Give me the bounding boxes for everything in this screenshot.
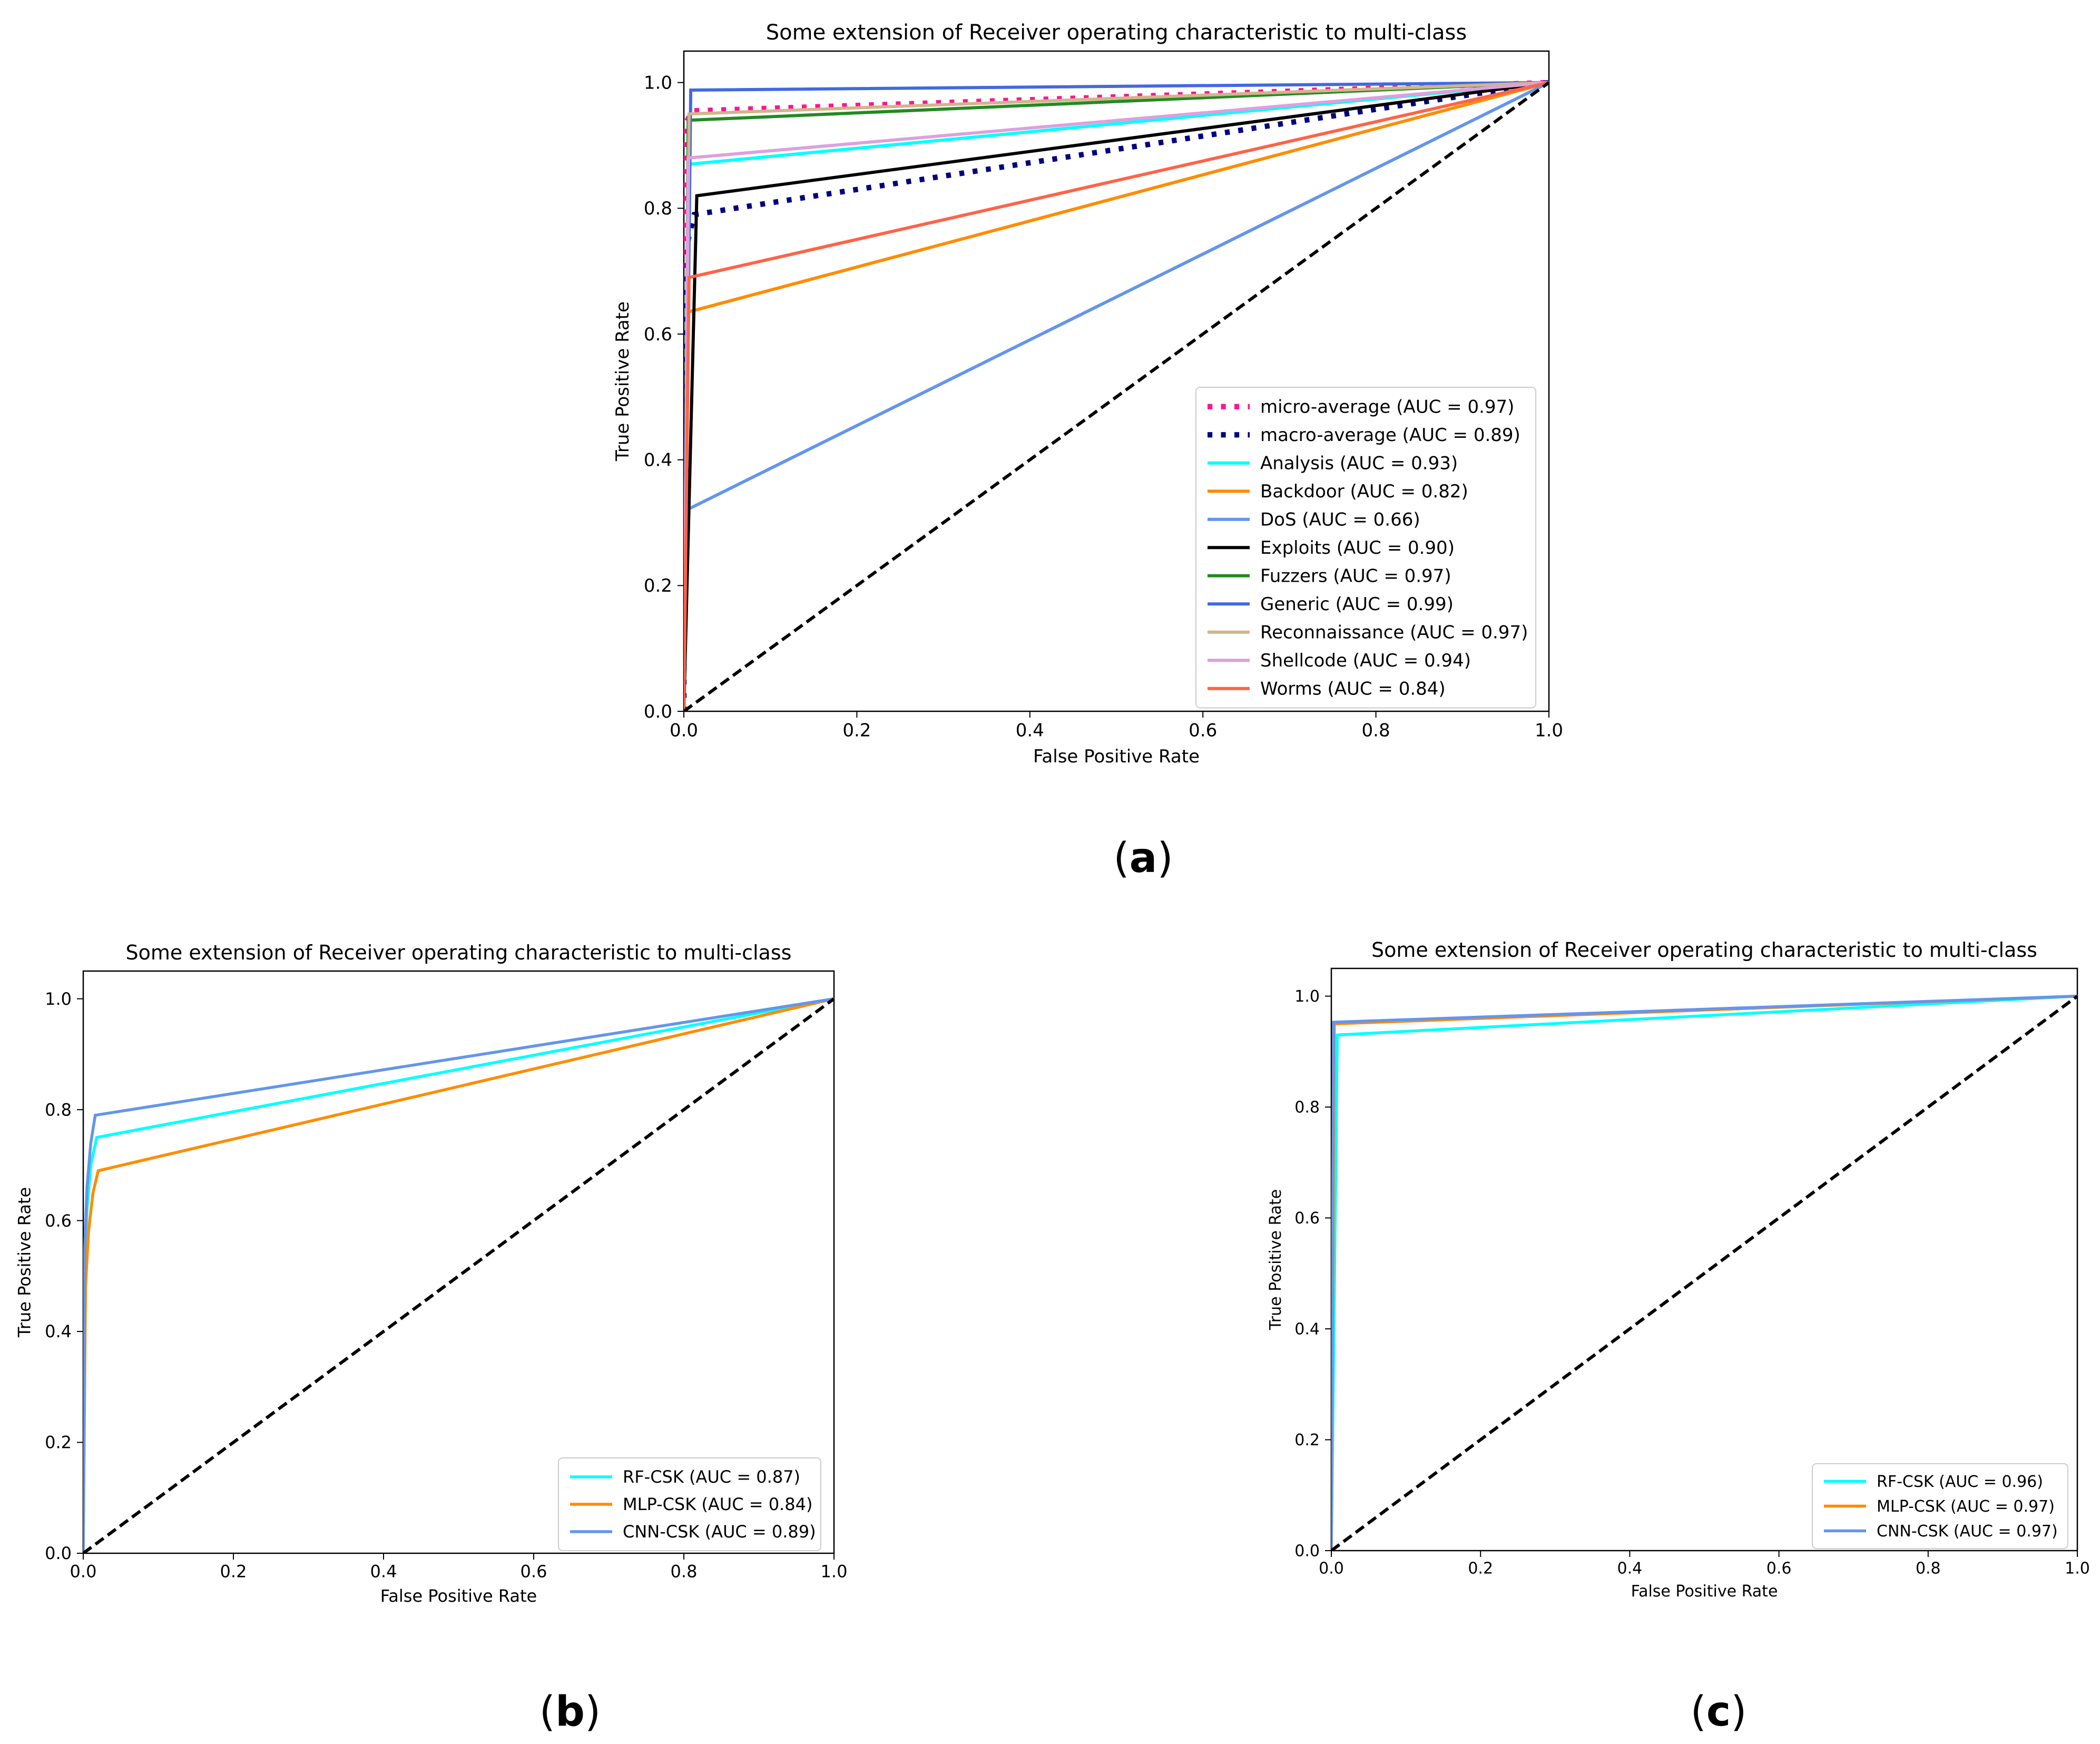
diagonal-reference-line xyxy=(684,81,1549,711)
x-tick-label: 1.0 xyxy=(2065,1560,2090,1578)
legend-label: RF-CSK (AUC = 0.96) xyxy=(1877,1473,2043,1491)
y-tick-label: 0.8 xyxy=(1294,1099,1320,1117)
diagonal-reference-line xyxy=(83,997,834,1553)
series-line-cnn-csk xyxy=(1331,994,2077,1551)
chart-panel-a: Some extension of Receiver operating cha… xyxy=(612,21,1563,882)
y-tick-label: 1.0 xyxy=(45,989,72,1009)
x-tick-label: 0.0 xyxy=(670,720,698,741)
legend-label: Generic (AUC = 0.99) xyxy=(1260,594,1454,615)
x-tick-label: 0.4 xyxy=(1016,720,1044,741)
plot-area xyxy=(684,80,1549,711)
y-tick-label: 0.6 xyxy=(1294,1209,1320,1228)
x-tick-label: 0.8 xyxy=(1362,720,1390,741)
panel-label: (b) xyxy=(539,1688,601,1736)
y-tick-label: 0.2 xyxy=(644,575,672,596)
legend-label: MLP-CSK (AUC = 0.97) xyxy=(1877,1497,2055,1516)
legend-label: Analysis (AUC = 0.93) xyxy=(1260,453,1458,474)
y-tick-label: 0.8 xyxy=(644,198,672,219)
y-tick-label: 0.0 xyxy=(1294,1542,1320,1561)
plot-frame xyxy=(683,50,1550,712)
chart-title: Some extension of Receiver operating cha… xyxy=(1371,938,2037,962)
x-axis-label: False Positive Rate xyxy=(1033,746,1200,767)
legend: micro-average (AUC = 0.97) macro-average … xyxy=(1195,387,1536,709)
y-axis-label: True Positive Rate xyxy=(15,1187,35,1338)
x-axis-label: False Positive Rate xyxy=(380,1586,537,1606)
x-tick-label: 0.6 xyxy=(1189,720,1217,741)
legend-label: Shellcode (AUC = 0.94) xyxy=(1260,650,1471,671)
legend-label: Backdoor (AUC = 0.82) xyxy=(1260,481,1468,502)
series-line-cnn-csk xyxy=(83,997,834,1553)
series-line-exploits xyxy=(684,81,1549,711)
y-tick-label: 1.0 xyxy=(644,73,672,94)
x-tick-label: 0.2 xyxy=(1468,1560,1493,1578)
y-tick-label: 1.0 xyxy=(1294,987,1320,1006)
x-tick-label: 0.4 xyxy=(370,1562,397,1582)
legend-label: MLP-CSK (AUC = 0.84) xyxy=(623,1494,812,1514)
legend-label: Reconnaissance (AUC = 0.97) xyxy=(1260,622,1528,643)
diagonal-reference-line xyxy=(1331,995,2077,1551)
x-tick-label: 0.2 xyxy=(842,720,871,741)
legend-box xyxy=(1195,387,1536,709)
chart-title: Some extension of Receiver operating cha… xyxy=(126,941,792,964)
y-tick-label: 0.0 xyxy=(45,1543,72,1563)
x-tick-label: 0.6 xyxy=(521,1562,547,1582)
legend: RF-CSK (AUC = 0.96) MLP-CSK (AUC = 0.97) C… xyxy=(1812,1463,2068,1549)
x-tick-label: 0.6 xyxy=(1767,1560,1792,1578)
x-tick-label: 0.2 xyxy=(220,1562,247,1582)
chart-title: Some extension of Receiver operating cha… xyxy=(766,21,1467,45)
series-line-worms xyxy=(684,81,1549,711)
y-axis-label: True Positive Rate xyxy=(1267,1189,1285,1330)
legend-label: Worms (AUC = 0.84) xyxy=(1260,679,1446,700)
legend-label: Fuzzers (AUC = 0.97) xyxy=(1260,566,1451,587)
panel-label: (c) xyxy=(1690,1688,1746,1736)
legend-label: RF-CSK (AUC = 0.87) xyxy=(623,1467,800,1487)
legend-label: Exploits (AUC = 0.90) xyxy=(1260,537,1455,559)
legend-label: DoS (AUC = 0.66) xyxy=(1260,510,1420,531)
y-tick-label: 0.6 xyxy=(45,1211,72,1231)
legend-label: macro-average (AUC = 0.89) xyxy=(1260,425,1520,446)
y-tick-label: 0.8 xyxy=(45,1100,72,1120)
legend-label: CNN-CSK (AUC = 0.97) xyxy=(1877,1522,2058,1541)
x-tick-label: 0.8 xyxy=(671,1562,698,1582)
chart-panel-c: Some extension of Receiver operating cha… xyxy=(1267,938,2090,1736)
y-tick-label: 0.4 xyxy=(1294,1320,1320,1339)
y-tick-label: 0.2 xyxy=(1294,1431,1320,1449)
y-tick-label: 0.6 xyxy=(644,324,672,345)
x-tick-label: 0.0 xyxy=(1319,1560,1344,1578)
x-axis-label: False Positive Rate xyxy=(1631,1582,1778,1601)
y-tick-label: 0.2 xyxy=(45,1433,72,1453)
y-tick-label: 0.4 xyxy=(45,1321,72,1341)
plot-area xyxy=(83,997,834,1553)
panel-label: (a) xyxy=(1113,835,1173,882)
x-tick-label: 0.8 xyxy=(1916,1560,1941,1578)
y-tick-label: 0.0 xyxy=(644,701,672,722)
x-tick-label: 0.0 xyxy=(70,1562,97,1582)
legend-box xyxy=(558,1457,821,1551)
legend-box xyxy=(1812,1463,2068,1549)
chart-panel-b: Some extension of Receiver operating cha… xyxy=(15,941,848,1736)
y-tick-label: 0.4 xyxy=(644,450,672,471)
legend-label: micro-average (AUC = 0.97) xyxy=(1260,397,1514,418)
x-tick-label: 0.4 xyxy=(1617,1560,1643,1578)
legend: RF-CSK (AUC = 0.87) MLP-CSK (AUC = 0.84) C… xyxy=(558,1457,821,1551)
x-tick-label: 1.0 xyxy=(1535,720,1563,741)
x-tick-label: 1.0 xyxy=(821,1562,848,1582)
plot-area xyxy=(1331,994,2077,1551)
y-axis-label: True Positive Rate xyxy=(612,301,633,462)
legend-label: CNN-CSK (AUC = 0.89) xyxy=(623,1522,816,1542)
